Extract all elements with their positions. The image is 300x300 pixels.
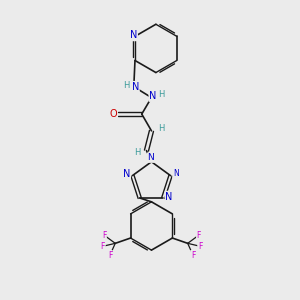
Text: N: N [132,82,139,92]
Text: N: N [123,169,130,179]
Text: O: O [110,109,117,119]
Text: F: F [191,250,195,260]
Text: F: F [198,242,202,251]
Text: F: F [197,231,201,240]
Text: H: H [158,90,164,99]
Text: N: N [149,91,157,101]
Text: F: F [101,242,105,251]
Text: N: N [130,31,137,40]
Text: N: N [148,153,154,162]
Text: F: F [108,250,112,260]
Text: F: F [102,231,106,240]
Text: H: H [134,148,140,157]
Text: H: H [158,124,164,133]
Text: N: N [165,191,173,202]
Text: N: N [173,169,179,178]
Text: H: H [123,81,130,90]
